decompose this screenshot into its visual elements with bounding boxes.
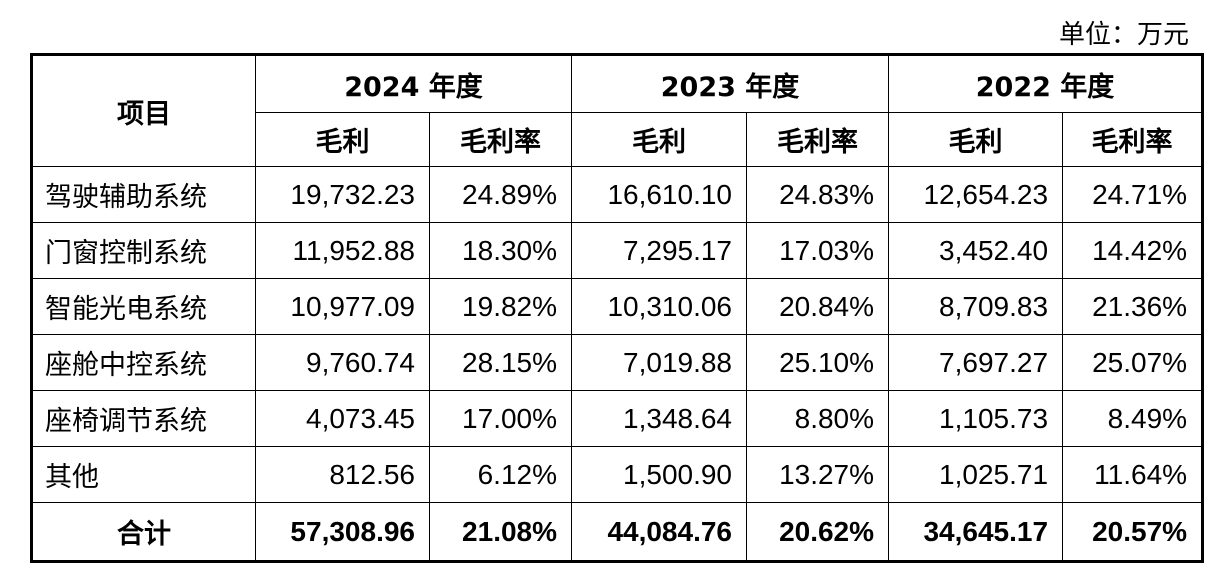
header-year-2024: 2024 年度 (254, 54, 573, 113)
cell-value: 18.30% (428, 222, 573, 279)
cell-value: 1,500.90 (571, 446, 748, 503)
cell-value: 24.71% (1062, 166, 1204, 223)
total-value: 21.08% (428, 502, 573, 562)
total-row: 合计 57,308.96 21.08% 44,084.76 20.62% 34,… (31, 502, 1204, 562)
table-row: 座椅调节系统 4,073.45 17.00% 1,348.64 8.80% 1,… (31, 390, 1204, 447)
cell-value: 6.12% (428, 446, 573, 503)
table-row: 驾驶辅助系统 19,732.23 24.89% 16,610.10 24.83%… (31, 166, 1204, 223)
cell-value: 1,105.73 (888, 390, 1064, 447)
row-label: 驾驶辅助系统 (31, 166, 256, 223)
cell-value: 7,697.27 (888, 334, 1064, 391)
header-row-years: 项目 2024 年度 2023 年度 2022 年度 (31, 54, 1204, 167)
total-value: 20.57% (1062, 502, 1204, 562)
table-row: 座舱中控系统 9,760.74 28.15% 7,019.88 25.10% 7… (31, 334, 1204, 391)
cell-value: 4,073.45 (255, 390, 430, 447)
unit-label: 单位：万元 (1058, 20, 1189, 50)
row-label: 其他 (31, 446, 256, 503)
cell-value: 11,952.88 (255, 222, 430, 279)
cell-value: 11.64% (1062, 446, 1204, 503)
cell-value: 812.56 (255, 446, 430, 503)
header-gross-profit: 毛利 (255, 112, 430, 167)
cell-value: 14.42% (1062, 222, 1204, 279)
total-label: 合计 (31, 502, 256, 562)
cell-value: 19,732.23 (255, 166, 430, 223)
cell-value: 24.83% (746, 166, 890, 223)
row-label: 门窗控制系统 (31, 222, 256, 279)
header-item: 项目 (31, 54, 256, 167)
total-value: 57,308.96 (255, 502, 430, 562)
table-row: 门窗控制系统 11,952.88 18.30% 7,295.17 17.03% … (31, 222, 1204, 279)
total-value: 20.62% (746, 502, 890, 562)
row-label: 座椅调节系统 (31, 390, 256, 447)
cell-value: 9,760.74 (255, 334, 430, 391)
cell-value: 8,709.83 (888, 278, 1064, 335)
cell-value: 17.00% (428, 390, 573, 447)
cell-value: 12,654.23 (888, 166, 1064, 223)
header-year-2023: 2023 年度 (571, 54, 890, 113)
cell-value: 19.82% (428, 278, 573, 335)
header-gross-margin: 毛利率 (1062, 112, 1204, 167)
cell-value: 8.49% (1062, 390, 1204, 447)
cell-value: 13.27% (746, 446, 890, 503)
cell-value: 1,348.64 (571, 390, 748, 447)
header-gross-profit: 毛利 (888, 112, 1064, 167)
header-gross-margin: 毛利率 (746, 112, 890, 167)
cell-value: 10,977.09 (255, 278, 430, 335)
header-gross-profit: 毛利 (571, 112, 748, 167)
cell-value: 1,025.71 (888, 446, 1064, 503)
cell-value: 16,610.10 (571, 166, 748, 223)
cell-value: 7,295.17 (571, 222, 748, 279)
row-label: 座舱中控系统 (31, 334, 256, 391)
cell-value: 25.10% (746, 334, 890, 391)
header-year-2022: 2022 年度 (888, 54, 1204, 113)
cell-value: 25.07% (1062, 334, 1204, 391)
cell-value: 3,452.40 (888, 222, 1064, 279)
header-gross-margin: 毛利率 (428, 112, 573, 167)
total-value: 44,084.76 (571, 502, 748, 562)
cell-value: 10,310.06 (571, 278, 748, 335)
cell-value: 17.03% (746, 222, 890, 279)
cell-value: 28.15% (428, 334, 573, 391)
cell-value: 20.84% (746, 278, 890, 335)
table-row: 其他 812.56 6.12% 1,500.90 13.27% 1,025.71… (31, 446, 1204, 503)
table-row: 智能光电系统 10,977.09 19.82% 10,310.06 20.84%… (31, 278, 1204, 335)
row-label: 智能光电系统 (31, 278, 256, 335)
total-value: 34,645.17 (888, 502, 1064, 562)
cell-value: 7,019.88 (571, 334, 748, 391)
gross-profit-table: 项目 2024 年度 2023 年度 2022 年度 毛利 毛利率 毛利 毛利率… (30, 53, 1205, 563)
cell-value: 24.89% (428, 166, 573, 223)
cell-value: 21.36% (1062, 278, 1204, 335)
cell-value: 8.80% (746, 390, 890, 447)
